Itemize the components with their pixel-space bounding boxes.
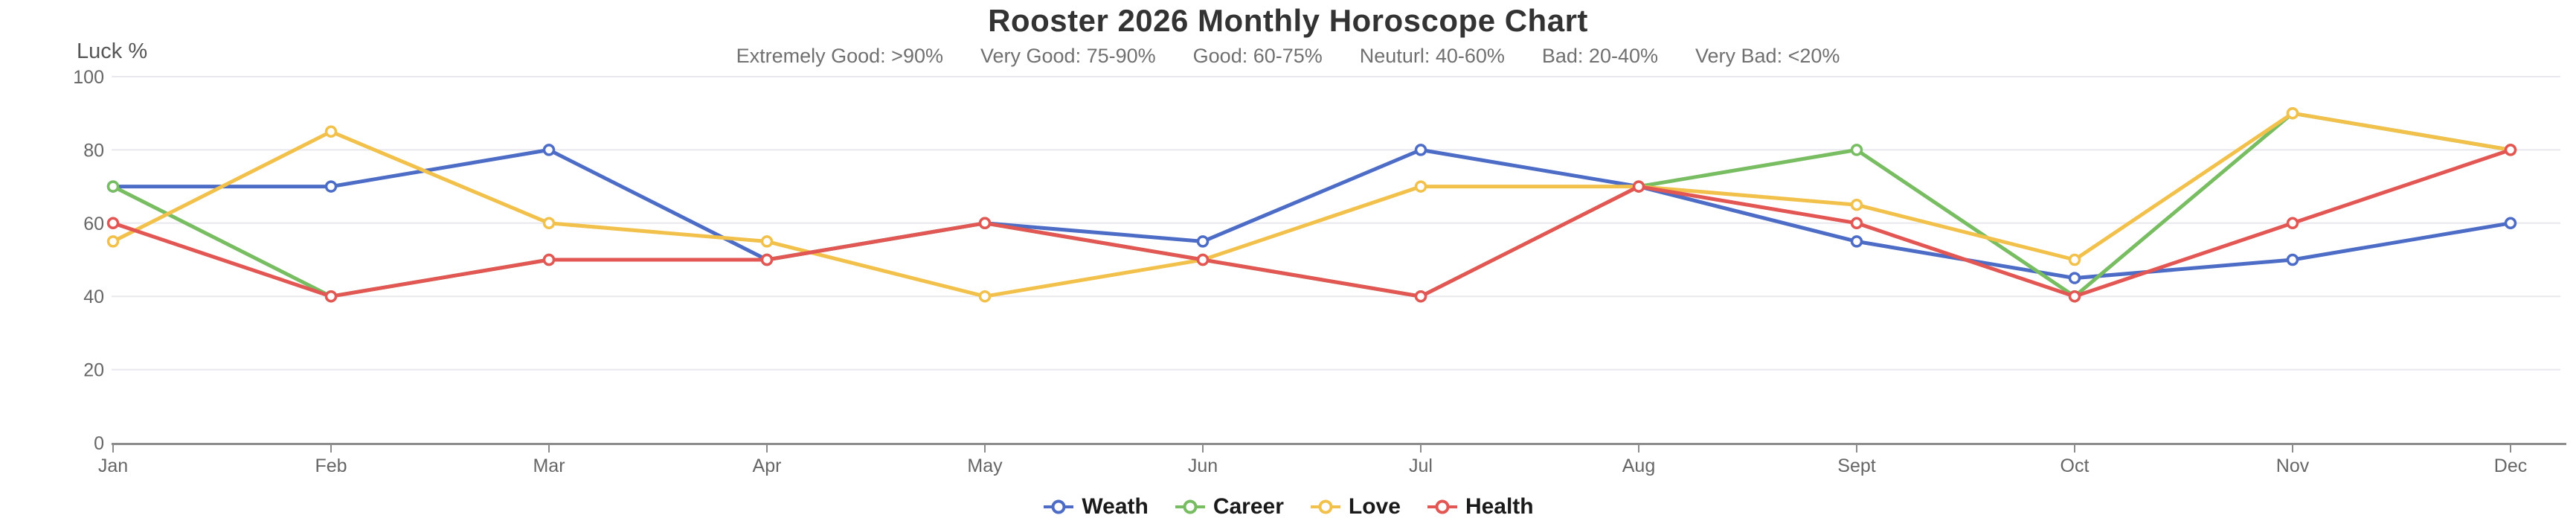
x-axis-tick-label: Mar — [533, 456, 565, 476]
x-axis-tick-label: Apr — [753, 456, 782, 476]
y-axis-title: Luck % — [77, 39, 147, 63]
data-point-health-sept[interactable] — [1850, 217, 1863, 230]
data-point-weath-jul[interactable] — [1414, 144, 1427, 156]
luck-scale-item: Good: 60-75% — [1192, 45, 1323, 67]
x-axis-tick-label: Dec — [2494, 456, 2527, 476]
data-point-health-aug[interactable] — [1632, 180, 1645, 193]
data-point-health-jul[interactable] — [1414, 290, 1427, 303]
x-axis-tick-label: Jun — [1188, 456, 1218, 476]
luck-scale-item: Bad: 20-40% — [1541, 45, 1658, 67]
series-line-health[interactable] — [111, 147, 2513, 298]
legend-marker-icon — [1175, 499, 1205, 514]
x-axis-tick-label: Aug — [1622, 456, 1655, 476]
data-point-health-feb[interactable] — [324, 290, 338, 303]
legend-item-career[interactable]: Career — [1174, 494, 1284, 520]
legend-item-health[interactable]: Health — [1426, 494, 1534, 520]
luck-scale-item: Very Good: 75-90% — [980, 45, 1156, 67]
legend-label: Health — [1465, 494, 1534, 519]
data-point-weath-feb[interactable] — [324, 180, 338, 193]
data-point-health-jun[interactable] — [1196, 253, 1210, 266]
legend-marker-icon — [1310, 499, 1340, 514]
x-axis-tick-label: Feb — [315, 456, 347, 476]
data-point-health-mar[interactable] — [542, 253, 556, 266]
legend-label: Career — [1212, 494, 1284, 519]
legend-label: Weath — [1082, 494, 1149, 519]
legend-item-weath[interactable]: Weath — [1042, 494, 1149, 520]
data-point-weath-sept[interactable] — [1850, 235, 1863, 248]
y-axis-tick-label: 40 — [83, 287, 104, 307]
y-axis-tick-label: 20 — [83, 360, 104, 381]
data-point-weath-dec[interactable] — [2504, 217, 2517, 230]
data-point-career-sept[interactable] — [1850, 144, 1863, 156]
data-point-weath-oct[interactable] — [2068, 272, 2081, 284]
data-point-love-nov[interactable] — [2286, 106, 2299, 120]
data-point-love-feb[interactable] — [324, 125, 338, 138]
luck-scale-item: Extremely Good: >90% — [736, 45, 943, 67]
data-point-health-jan[interactable] — [106, 217, 120, 230]
data-point-health-dec[interactable] — [2504, 144, 2517, 156]
data-point-love-jan[interactable] — [106, 235, 120, 248]
data-point-love-sept[interactable] — [1850, 198, 1863, 211]
x-axis-tick-label: May — [967, 456, 1003, 476]
data-point-health-may[interactable] — [978, 217, 992, 230]
y-axis-tick-label: 100 — [73, 67, 104, 88]
data-point-love-may[interactable] — [978, 290, 992, 303]
data-point-love-oct[interactable] — [2068, 253, 2081, 266]
luck-scale-legend: Extremely Good: >90% Very Good: 75-90% Goo… — [0, 45, 2576, 68]
data-point-weath-mar[interactable] — [542, 144, 556, 156]
y-axis-tick-label: 0 — [94, 433, 104, 454]
luck-scale-item: Very Bad: <20% — [1695, 45, 1840, 67]
legend-item-love[interactable]: Love — [1309, 494, 1401, 520]
x-axis-tick-label: Sept — [1837, 456, 1875, 476]
x-axis-tick-label: Jan — [98, 456, 128, 476]
luck-scale-item: Neuturl: 40-60% — [1359, 45, 1505, 67]
data-point-weath-nov[interactable] — [2286, 253, 2299, 266]
y-axis-tick-label: 60 — [83, 214, 104, 234]
data-point-love-jul[interactable] — [1414, 180, 1427, 193]
legend: Weath Career Love Health — [0, 494, 2576, 520]
legend-marker-icon — [1044, 499, 1074, 514]
y-axis-tick-label: 80 — [83, 140, 104, 161]
data-point-weath-jun[interactable] — [1196, 235, 1210, 248]
data-point-love-apr[interactable] — [760, 235, 774, 248]
data-point-health-nov[interactable] — [2286, 217, 2299, 230]
x-axis-tick-label: Nov — [2276, 456, 2310, 476]
x-axis-tick-label: Oct — [2061, 456, 2090, 476]
legend-marker-icon — [1427, 499, 1457, 514]
data-point-career-jan[interactable] — [106, 180, 120, 193]
data-point-love-mar[interactable] — [542, 217, 556, 230]
data-point-health-apr[interactable] — [760, 253, 774, 266]
data-point-health-oct[interactable] — [2068, 290, 2081, 303]
series-line-love[interactable] — [111, 111, 2513, 298]
x-axis-tick-label: Jul — [1409, 456, 1433, 476]
legend-label: Love — [1348, 494, 1401, 519]
series-line-weath[interactable] — [111, 147, 2513, 281]
page-title: Rooster 2026 Monthly Horoscope Chart — [988, 3, 1588, 38]
